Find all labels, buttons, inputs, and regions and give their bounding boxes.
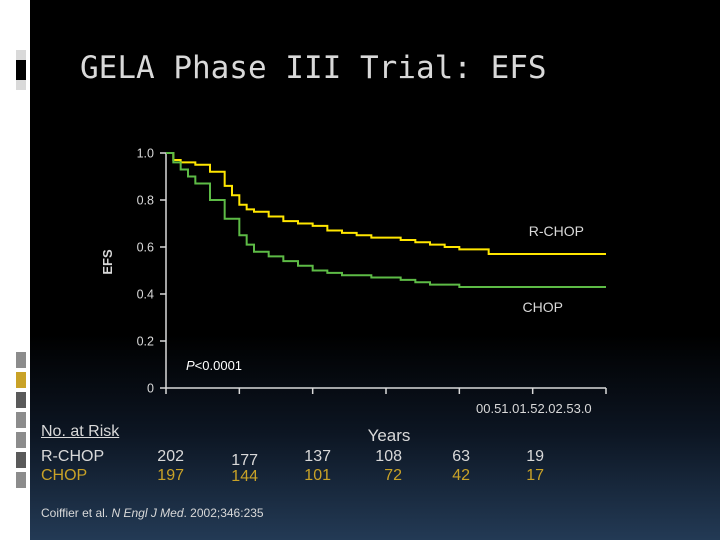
series-label-chop: CHOP <box>523 299 563 315</box>
x-tick-labels: 00.51.01.52.02.53.0 <box>476 401 592 416</box>
risk-cell: 63 <box>452 448 470 465</box>
title-bullet-decoration <box>16 50 26 90</box>
risk-table-header: No. at Risk <box>41 423 120 440</box>
risk-cell: 144 <box>231 468 258 485</box>
risk-cell: 202 <box>157 448 184 465</box>
risk-cell: 177 <box>231 452 258 469</box>
p-value-annotation: P<0.0001 <box>186 358 242 373</box>
y-tick-label: 0.6 <box>137 241 154 255</box>
y-axis-label: EFS <box>100 249 115 275</box>
x-axis-label: Years <box>368 426 411 445</box>
slide-title: GELA Phase III Trial: EFS <box>80 50 547 86</box>
series-label-r-chop: R-CHOP <box>529 223 584 239</box>
y-axis-ticks: 0 0.2 0.4 0.6 0.8 1.0 <box>137 147 166 396</box>
risk-cell: 108 <box>375 448 402 465</box>
risk-row-label-rchop: R-CHOP <box>41 448 105 465</box>
series-line-r-chop <box>166 152 606 256</box>
risk-row-label-chop: CHOP <box>41 467 88 484</box>
chart-axes <box>165 153 607 394</box>
risk-cell: 72 <box>384 467 402 484</box>
risk-cell: 197 <box>157 467 184 484</box>
risk-cell: 19 <box>526 448 544 465</box>
risk-cell: 137 <box>304 448 331 465</box>
series-labels: R-CHOP CHOP <box>523 223 584 315</box>
citation: Coiffier et al. N Engl J Med. 2002;346:2… <box>41 506 264 520</box>
risk-cell: 42 <box>452 467 470 484</box>
y-tick-label: 0 <box>147 382 154 396</box>
y-tick-label: 0.4 <box>137 288 154 302</box>
survival-curves <box>166 152 606 288</box>
risk-cell: 101 <box>304 467 331 484</box>
slide-background <box>30 0 720 540</box>
y-tick-label: 0.2 <box>137 335 154 349</box>
y-tick-label: 1.0 <box>137 147 154 161</box>
y-tick-label: 0.8 <box>137 194 154 208</box>
series-line-chop <box>166 152 606 288</box>
sidebar-stripe-decoration <box>16 352 26 502</box>
risk-cell: 17 <box>526 467 544 484</box>
